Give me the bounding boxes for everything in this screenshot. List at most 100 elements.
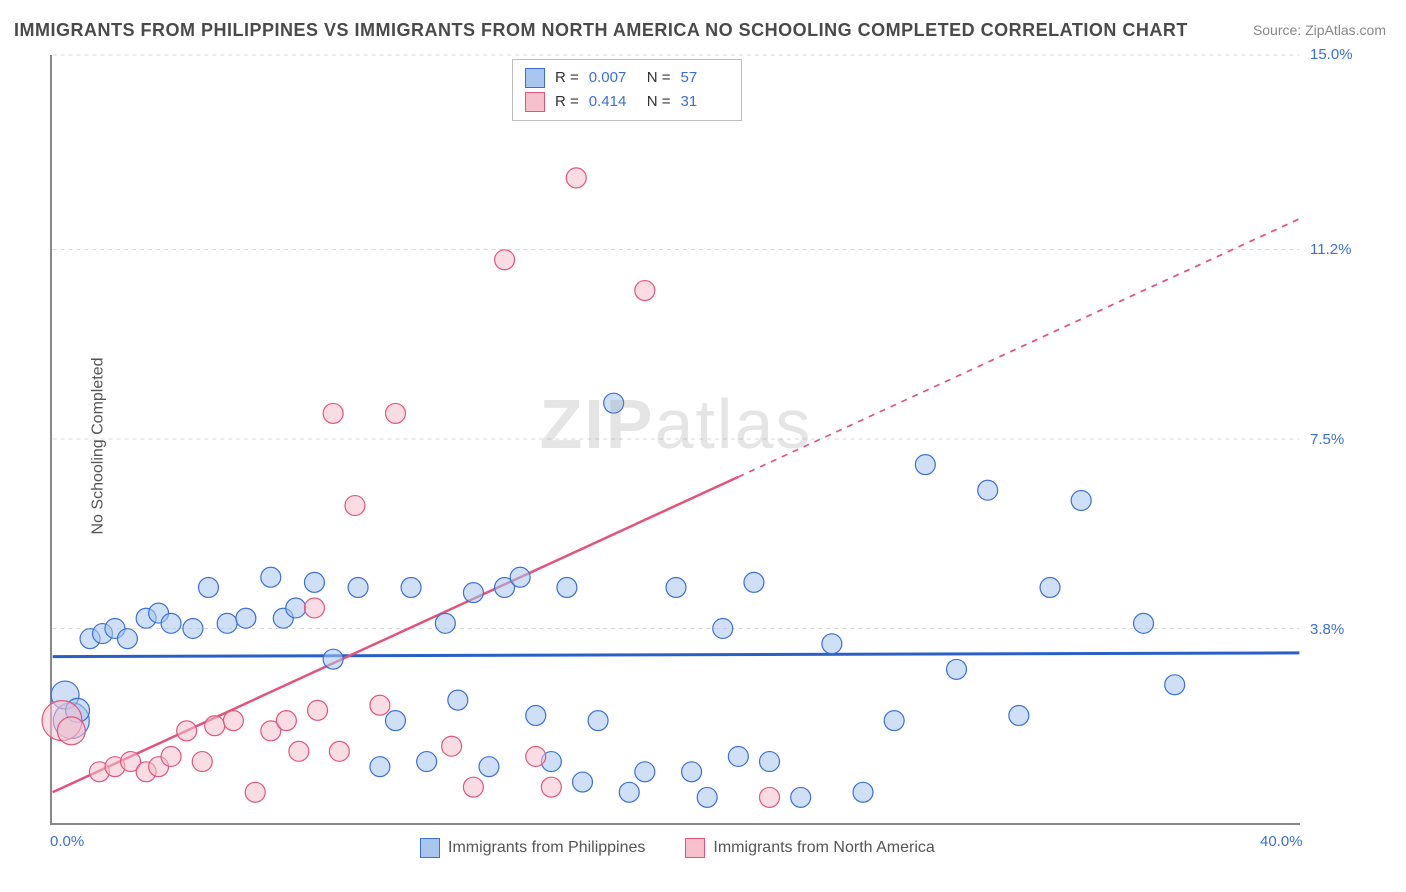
legend-top-row: R = 0.414 N = 31 (525, 90, 729, 114)
data-point (760, 787, 780, 807)
y-tick-label: 3.8% (1310, 621, 1344, 638)
data-point (697, 787, 717, 807)
data-point (541, 777, 561, 797)
data-point (401, 578, 421, 598)
data-point (192, 752, 212, 772)
data-point (435, 613, 455, 633)
data-point (261, 567, 281, 587)
source-label: Source: ZipAtlas.com (1253, 22, 1386, 38)
data-point (1165, 675, 1185, 695)
data-point (198, 578, 218, 598)
data-point (573, 772, 593, 792)
data-point (205, 716, 225, 736)
plot-area: ZIPatlas R =0.007N =57R =0.414N =31 (50, 55, 1300, 825)
data-point (635, 762, 655, 782)
data-point (348, 578, 368, 598)
data-point (276, 711, 296, 731)
data-point (884, 711, 904, 731)
data-point (304, 572, 324, 592)
data-point (557, 578, 577, 598)
data-point (217, 613, 237, 633)
legend-swatch (685, 838, 705, 858)
data-point (304, 598, 324, 618)
data-point (744, 572, 764, 592)
data-point (57, 717, 85, 745)
data-point (345, 496, 365, 516)
data-point (463, 777, 483, 797)
data-point (526, 746, 546, 766)
data-point (604, 393, 624, 413)
data-point (161, 746, 181, 766)
data-point (386, 711, 406, 731)
data-point (853, 782, 873, 802)
legend-swatch (525, 68, 545, 88)
y-tick-label: 15.0% (1310, 46, 1353, 63)
data-point (442, 736, 462, 756)
trend-line-dashed (738, 219, 1299, 477)
legend-r-label: R = (555, 90, 579, 114)
data-point (495, 250, 515, 270)
data-point (1134, 613, 1154, 633)
data-point (619, 782, 639, 802)
data-point (635, 281, 655, 301)
legend-bottom-label: Immigrants from North America (713, 839, 934, 857)
data-point (666, 578, 686, 598)
x-tick-label: 0.0% (50, 833, 84, 850)
plot-svg (52, 55, 1300, 823)
data-point (161, 613, 181, 633)
data-point (223, 711, 243, 731)
legend-bottom: Immigrants from Philippines Immigrants fr… (420, 838, 935, 858)
trend-line (53, 477, 739, 792)
data-point (566, 168, 586, 188)
data-point (386, 403, 406, 423)
data-point (760, 752, 780, 772)
data-point (588, 711, 608, 731)
data-point (286, 598, 306, 618)
legend-n-value: 31 (681, 90, 729, 114)
data-point (329, 741, 349, 761)
legend-top: R = 0.007 N = 57 R = 0.414 N = 31 (512, 59, 742, 121)
data-point (479, 757, 499, 777)
data-point (947, 659, 967, 679)
data-point (978, 480, 998, 500)
trend-line (53, 653, 1300, 657)
data-point (448, 690, 468, 710)
data-point (183, 618, 203, 638)
data-point (713, 618, 733, 638)
legend-top-row: R = 0.007 N = 57 (525, 66, 729, 90)
data-point (728, 746, 748, 766)
data-point (370, 757, 390, 777)
y-tick-label: 11.2% (1310, 241, 1351, 258)
data-point (526, 706, 546, 726)
data-point (915, 455, 935, 475)
legend-r-value: 0.414 (589, 90, 637, 114)
data-point (463, 583, 483, 603)
data-point (1009, 706, 1029, 726)
legend-bottom-item: Immigrants from North America (685, 838, 934, 858)
data-point (308, 700, 328, 720)
legend-r-value: 0.007 (589, 66, 637, 90)
x-tick-label: 40.0% (1260, 833, 1303, 850)
data-point (417, 752, 437, 772)
legend-n-label: N = (647, 90, 671, 114)
data-point (117, 629, 137, 649)
legend-n-value: 57 (681, 66, 729, 90)
data-point (289, 741, 309, 761)
data-point (682, 762, 702, 782)
legend-swatch (420, 838, 440, 858)
data-point (791, 787, 811, 807)
data-point (323, 649, 343, 669)
data-point (510, 567, 530, 587)
data-point (177, 721, 197, 741)
legend-r-label: R = (555, 66, 579, 90)
y-tick-label: 7.5% (1310, 431, 1344, 448)
legend-bottom-label: Immigrants from Philippines (448, 839, 645, 857)
data-point (236, 608, 256, 628)
data-point (323, 403, 343, 423)
data-point (1040, 578, 1060, 598)
data-point (245, 782, 265, 802)
legend-n-label: N = (647, 66, 671, 90)
data-point (370, 695, 390, 715)
legend-swatch (525, 92, 545, 112)
data-point (822, 634, 842, 654)
